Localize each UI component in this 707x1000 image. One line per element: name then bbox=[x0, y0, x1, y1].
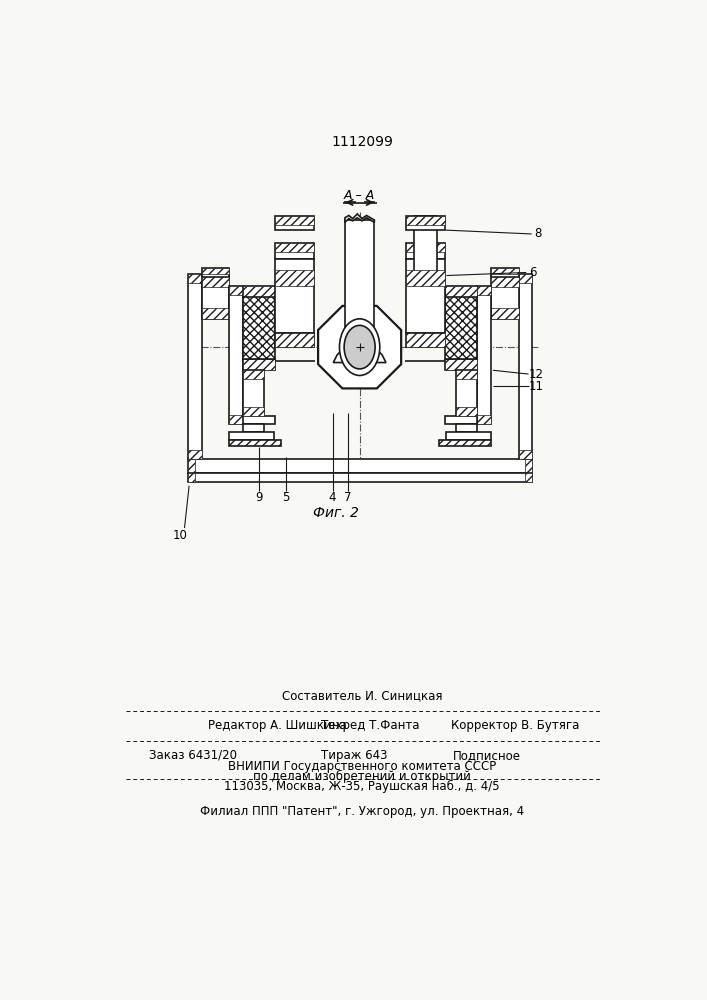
Bar bbox=[201, 276, 228, 287]
Text: 113035, Москва, Ж-35, Раушская наб., д. 4/5: 113035, Москва, Ж-35, Раушская наб., д. … bbox=[224, 780, 500, 793]
Circle shape bbox=[344, 325, 375, 369]
Circle shape bbox=[339, 319, 380, 375]
Bar bbox=[491, 308, 518, 319]
Bar bbox=[406, 270, 445, 286]
Bar bbox=[243, 416, 275, 424]
Text: Редактор А. Шишкина: Редактор А. Шишкина bbox=[209, 719, 347, 732]
Bar bbox=[445, 416, 477, 424]
Bar bbox=[243, 407, 264, 416]
Bar bbox=[491, 276, 518, 287]
Bar bbox=[187, 450, 201, 459]
Bar bbox=[406, 216, 445, 230]
Bar bbox=[445, 359, 477, 370]
Bar bbox=[477, 415, 491, 424]
Bar bbox=[456, 370, 477, 416]
Bar bbox=[201, 308, 228, 319]
Text: 9: 9 bbox=[255, 491, 262, 504]
Bar bbox=[275, 216, 314, 230]
Text: А – А: А – А bbox=[344, 189, 375, 202]
Bar bbox=[228, 286, 243, 424]
Bar bbox=[525, 473, 532, 482]
Text: 8: 8 bbox=[534, 227, 542, 240]
Bar bbox=[477, 286, 491, 424]
Polygon shape bbox=[333, 347, 386, 363]
Bar bbox=[243, 359, 275, 370]
Bar bbox=[345, 220, 374, 347]
Text: 4: 4 bbox=[329, 491, 337, 504]
Bar bbox=[228, 415, 243, 424]
Text: Тираж 643: Тираж 643 bbox=[321, 749, 387, 762]
Bar bbox=[518, 274, 532, 283]
Bar bbox=[406, 259, 445, 347]
Bar bbox=[491, 268, 518, 277]
Bar bbox=[456, 370, 477, 379]
Bar bbox=[187, 473, 195, 482]
Bar bbox=[243, 370, 264, 379]
Bar bbox=[518, 274, 532, 459]
Bar bbox=[406, 243, 445, 259]
Bar bbox=[228, 440, 281, 446]
Text: 10: 10 bbox=[173, 529, 187, 542]
Text: 11: 11 bbox=[529, 380, 544, 393]
Polygon shape bbox=[345, 214, 374, 222]
Text: 7: 7 bbox=[344, 491, 352, 504]
Text: Составитель И. Синицкая: Составитель И. Синицкая bbox=[281, 689, 442, 702]
Bar bbox=[243, 359, 275, 370]
Bar bbox=[406, 216, 445, 225]
Bar bbox=[445, 286, 477, 297]
Text: 1112099: 1112099 bbox=[331, 135, 393, 149]
Bar bbox=[445, 286, 477, 297]
Text: 12: 12 bbox=[529, 368, 544, 381]
Bar bbox=[491, 276, 518, 319]
Bar bbox=[275, 216, 314, 225]
Bar bbox=[243, 286, 275, 297]
Bar bbox=[491, 268, 518, 274]
Bar bbox=[456, 424, 477, 432]
Bar bbox=[275, 243, 314, 252]
Bar bbox=[525, 459, 532, 473]
Bar bbox=[406, 332, 445, 347]
Bar bbox=[518, 450, 532, 459]
Bar bbox=[445, 432, 491, 440]
Bar bbox=[243, 297, 275, 359]
Bar bbox=[275, 243, 314, 259]
Bar bbox=[201, 276, 228, 319]
Text: Фиг. 2: Фиг. 2 bbox=[313, 506, 359, 520]
Bar bbox=[228, 286, 243, 295]
Bar bbox=[201, 268, 228, 274]
Bar bbox=[406, 243, 445, 252]
Bar bbox=[243, 370, 264, 416]
Text: ВНИИПИ Государственного комитета СССР: ВНИИПИ Государственного комитета СССР bbox=[228, 760, 496, 773]
Bar bbox=[477, 286, 491, 295]
Bar bbox=[445, 359, 477, 370]
Polygon shape bbox=[318, 306, 401, 388]
Bar bbox=[414, 216, 437, 278]
Bar bbox=[243, 424, 264, 432]
Text: 5: 5 bbox=[282, 491, 290, 504]
Bar bbox=[187, 274, 201, 283]
Text: Техред Т.Фанта: Техред Т.Фанта bbox=[321, 719, 419, 732]
Bar bbox=[243, 286, 275, 297]
Text: Подписное: Подписное bbox=[452, 749, 520, 762]
Text: по делам изобретений и открытий: по делам изобретений и открытий bbox=[253, 770, 471, 783]
Bar bbox=[275, 270, 314, 286]
Bar bbox=[187, 459, 195, 473]
Text: Заказ 6431/20: Заказ 6431/20 bbox=[149, 749, 237, 762]
Bar bbox=[456, 407, 477, 416]
Text: Корректор В. Бутяга: Корректор В. Бутяга bbox=[451, 719, 580, 732]
Text: Филиал ППП "Патент", г. Ужгород, ул. Проектная, 4: Филиал ППП "Патент", г. Ужгород, ул. Про… bbox=[200, 805, 524, 818]
Bar bbox=[201, 268, 228, 277]
Bar bbox=[187, 274, 201, 459]
Bar bbox=[440, 440, 491, 446]
Bar bbox=[187, 459, 532, 473]
Bar bbox=[228, 432, 274, 440]
Bar bbox=[187, 473, 532, 482]
Bar bbox=[275, 259, 314, 347]
Bar bbox=[445, 297, 477, 359]
Text: 6: 6 bbox=[529, 266, 536, 279]
Bar bbox=[275, 332, 314, 347]
